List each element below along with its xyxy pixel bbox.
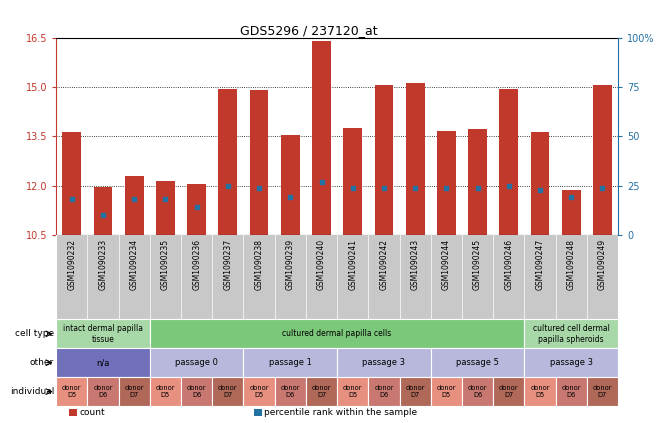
Bar	[150, 319, 524, 348]
Text: GSM1090245: GSM1090245	[473, 239, 482, 290]
Text: donor
D6: donor D6	[187, 385, 206, 398]
Bar	[56, 377, 87, 406]
Text: n/a: n/a	[97, 358, 110, 367]
Text: donor
D6: donor D6	[93, 385, 113, 398]
Text: cultured dermal papilla cells: cultured dermal papilla cells	[282, 330, 392, 338]
Text: donor
D5: donor D5	[343, 385, 362, 398]
Bar	[250, 90, 268, 235]
Text: percentile rank within the sample: percentile rank within the sample	[264, 408, 418, 417]
Text: donor
D5: donor D5	[437, 385, 456, 398]
Text: passage 3: passage 3	[550, 358, 593, 367]
Bar	[562, 190, 580, 235]
Bar	[399, 377, 431, 406]
Bar	[431, 348, 524, 377]
Bar	[437, 131, 455, 235]
Text: donor
D6: donor D6	[374, 385, 394, 398]
Text: donor
D6: donor D6	[561, 385, 581, 398]
Bar	[212, 377, 243, 406]
Text: donor
D7: donor D7	[499, 385, 518, 398]
Text: passage 5: passage 5	[456, 358, 499, 367]
Text: count: count	[79, 408, 105, 417]
Text: donor
D7: donor D7	[124, 385, 144, 398]
Text: passage 3: passage 3	[362, 358, 405, 367]
Text: GSM1090234: GSM1090234	[130, 239, 139, 290]
Bar	[493, 377, 524, 406]
Text: GSM1090247: GSM1090247	[535, 239, 545, 290]
Bar	[94, 187, 112, 235]
Text: donor
D5: donor D5	[156, 385, 175, 398]
Bar	[375, 85, 393, 235]
Text: donor
D6: donor D6	[280, 385, 300, 398]
Bar	[468, 129, 487, 235]
Bar	[343, 128, 362, 235]
Text: donor
D5: donor D5	[249, 385, 269, 398]
Text: GSM1090246: GSM1090246	[504, 239, 514, 290]
Bar	[406, 83, 424, 235]
Text: passage 1: passage 1	[269, 358, 312, 367]
Bar	[56, 348, 150, 377]
Bar	[181, 377, 212, 406]
Title: GDS5296 / 237120_at: GDS5296 / 237120_at	[240, 24, 378, 37]
Text: GSM1090241: GSM1090241	[348, 239, 357, 290]
Bar	[306, 377, 337, 406]
Bar	[593, 85, 612, 235]
Bar	[368, 377, 399, 406]
Text: donor
D7: donor D7	[218, 385, 237, 398]
Text: GSM1090249: GSM1090249	[598, 239, 607, 290]
Bar	[500, 89, 518, 235]
Bar	[337, 348, 431, 377]
Text: donor
D6: donor D6	[468, 385, 487, 398]
Bar	[281, 135, 299, 235]
Text: intact dermal papilla
tissue: intact dermal papilla tissue	[63, 324, 143, 343]
Text: donor
D5: donor D5	[62, 385, 81, 398]
Text: GSM1090235: GSM1090235	[161, 239, 170, 290]
Bar	[524, 348, 618, 377]
Text: GSM1090242: GSM1090242	[379, 239, 389, 290]
Bar	[118, 377, 150, 406]
Text: donor
D7: donor D7	[405, 385, 425, 398]
Bar	[56, 319, 150, 348]
Text: GSM1090238: GSM1090238	[254, 239, 264, 290]
Text: donor
D7: donor D7	[312, 385, 331, 398]
Text: GSM1090232: GSM1090232	[67, 239, 76, 290]
Bar	[150, 348, 243, 377]
Text: GSM1090233: GSM1090233	[98, 239, 108, 290]
Bar	[587, 377, 618, 406]
Bar	[243, 377, 275, 406]
Bar	[156, 181, 175, 235]
Bar	[87, 377, 118, 406]
Bar	[431, 377, 462, 406]
Text: GSM1090248: GSM1090248	[566, 239, 576, 290]
Text: GSM1090240: GSM1090240	[317, 239, 326, 290]
Text: donor
D5: donor D5	[530, 385, 550, 398]
Bar	[462, 377, 493, 406]
Text: GSM1090237: GSM1090237	[223, 239, 233, 290]
Text: GSM1090239: GSM1090239	[286, 239, 295, 290]
Text: GSM1090244: GSM1090244	[442, 239, 451, 290]
Bar	[219, 89, 237, 235]
Bar	[187, 184, 206, 235]
Bar	[62, 132, 81, 235]
Text: individual: individual	[10, 387, 54, 396]
Text: cell type: cell type	[15, 330, 54, 338]
Text: other: other	[30, 358, 54, 367]
Bar	[125, 176, 143, 235]
Bar	[337, 377, 368, 406]
Text: donor
D7: donor D7	[593, 385, 612, 398]
Bar	[524, 319, 618, 348]
Bar	[150, 377, 181, 406]
Bar	[243, 348, 337, 377]
Text: cultured cell dermal
papilla spheroids: cultured cell dermal papilla spheroids	[533, 324, 609, 343]
Bar	[524, 377, 556, 406]
Text: passage 0: passage 0	[175, 358, 218, 367]
Text: GSM1090236: GSM1090236	[192, 239, 201, 290]
Bar	[312, 41, 331, 235]
Bar	[556, 377, 587, 406]
Bar	[275, 377, 306, 406]
Text: GSM1090243: GSM1090243	[410, 239, 420, 290]
Bar	[531, 132, 549, 235]
